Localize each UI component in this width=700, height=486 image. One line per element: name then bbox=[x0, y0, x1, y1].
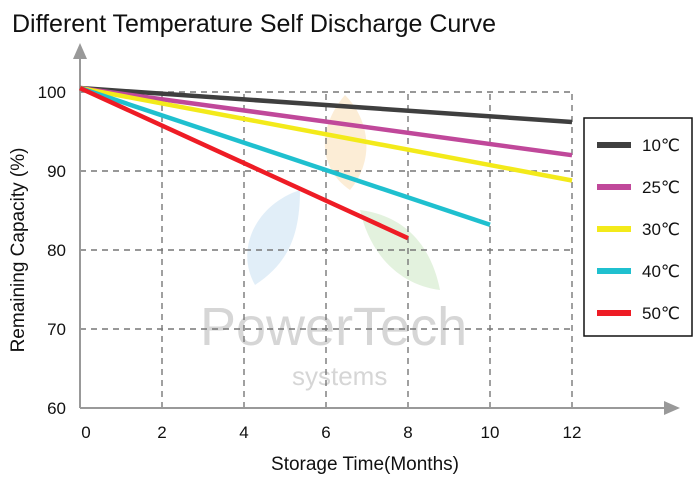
series-line-3 bbox=[79, 85, 573, 183]
legend-label-4: 40℃ bbox=[642, 262, 680, 281]
watermark-sub: systems bbox=[292, 361, 387, 391]
y-axis-arrow bbox=[73, 43, 87, 59]
ticks-layer: 0 2 4 6 8 10 12 60 70 80 90 100 bbox=[38, 83, 582, 442]
watermark-logo-blue bbox=[247, 190, 300, 285]
x-tick-label-0: 0 bbox=[81, 423, 90, 442]
legend-label-5: 50℃ bbox=[642, 304, 680, 323]
chart-title: Different Temperature Self Discharge Cur… bbox=[12, 10, 496, 38]
x-axis-label: Storage Time(Months) bbox=[271, 454, 459, 475]
y-tick-label-70: 70 bbox=[47, 320, 66, 339]
legend-label-1: 10℃ bbox=[642, 136, 680, 155]
y-axis-label: Remaining Capacity (%) bbox=[8, 148, 29, 353]
legend-label-3: 30℃ bbox=[642, 220, 680, 239]
x-tick-label-4: 4 bbox=[239, 423, 248, 442]
series-line-5 bbox=[79, 86, 409, 241]
watermark-logo-orange bbox=[324, 95, 367, 190]
y-tick-label-60: 60 bbox=[47, 399, 66, 418]
x-tick-label-12: 12 bbox=[563, 423, 582, 442]
watermark-brand: PowerTech bbox=[200, 297, 467, 357]
x-tick-label-6: 6 bbox=[321, 423, 330, 442]
x-tick-label-2: 2 bbox=[157, 423, 166, 442]
grid-layer bbox=[80, 91, 573, 408]
series-line-2 bbox=[79, 85, 573, 158]
legend-items: 10℃ 25℃ 30℃ 40℃ 50℃ bbox=[597, 136, 680, 323]
series-line-1 bbox=[79, 85, 573, 125]
x-tick-label-10: 10 bbox=[481, 423, 500, 442]
axes-layer bbox=[73, 43, 680, 415]
x-tick-label-8: 8 bbox=[403, 423, 412, 442]
x-axis-arrow bbox=[664, 401, 680, 415]
series-layer bbox=[79, 85, 573, 241]
legend: 10℃ 25℃ 30℃ 40℃ 50℃ bbox=[583, 117, 693, 337]
y-tick-label-100: 100 bbox=[38, 83, 66, 102]
y-tick-label-90: 90 bbox=[47, 162, 66, 181]
legend-label-2: 25℃ bbox=[642, 178, 680, 197]
y-tick-label-80: 80 bbox=[47, 241, 66, 260]
series-line-4 bbox=[79, 85, 491, 227]
